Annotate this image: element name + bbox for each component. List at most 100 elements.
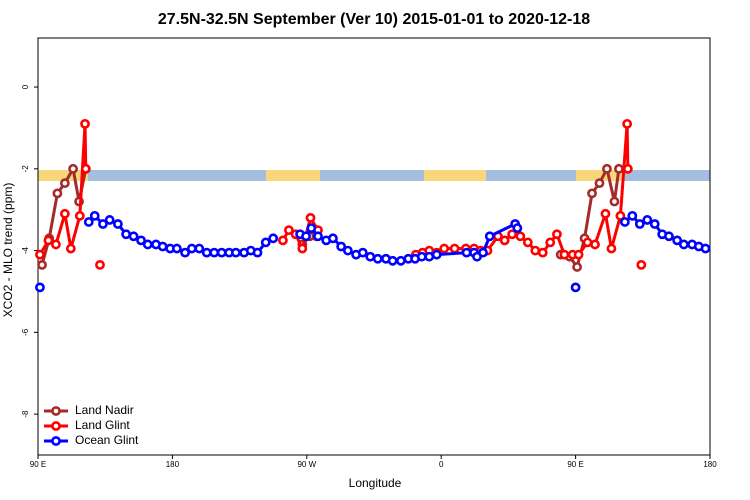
point: [357, 247, 368, 258]
legend-label: Ocean Glint: [75, 433, 139, 447]
point: [582, 237, 593, 248]
point: [95, 259, 105, 270]
point: [216, 247, 227, 258]
point: [268, 233, 279, 244]
point: [507, 229, 518, 240]
point: [614, 163, 624, 174]
point: [672, 235, 683, 246]
point: [559, 249, 570, 260]
point: [313, 231, 323, 242]
x-tick-label: 0: [439, 460, 444, 469]
point: [328, 233, 338, 244]
point: [594, 178, 605, 189]
point: [372, 253, 383, 264]
point: [186, 243, 197, 254]
point: [636, 259, 647, 270]
point: [121, 229, 132, 240]
point: [602, 163, 612, 174]
point: [449, 243, 460, 254]
point: [65, 243, 76, 254]
point: [136, 235, 146, 246]
point: [649, 219, 660, 229]
point: [342, 245, 353, 256]
point: [297, 243, 308, 254]
point: [51, 239, 61, 250]
point: [587, 188, 597, 199]
y-tick-label: -4: [21, 246, 30, 254]
point: [609, 196, 620, 207]
point: [600, 208, 611, 219]
point: [700, 243, 711, 254]
legend-label: Land Glint: [75, 418, 130, 432]
point: [37, 259, 47, 270]
point: [395, 255, 406, 266]
chart-title: 27.5N-32.5N September (Ver 10) 2015-01-0…: [158, 11, 590, 28]
point: [572, 262, 582, 272]
legend-marker: [51, 436, 61, 446]
point: [171, 243, 182, 254]
point: [678, 239, 689, 250]
point: [627, 210, 638, 221]
legend-label: Land Nadir: [75, 403, 134, 417]
x-tick-label: 90 W: [297, 460, 316, 469]
point: [278, 235, 288, 246]
point: [619, 217, 630, 227]
point: [530, 245, 541, 256]
x-tick-label: 90 E: [567, 460, 583, 469]
point: [157, 241, 168, 252]
x-tick-label: 180: [166, 460, 180, 469]
point: [98, 219, 108, 229]
point: [89, 210, 100, 221]
point: [43, 235, 54, 246]
point: [424, 251, 435, 262]
y-tick-label: -8: [21, 410, 30, 418]
point: [570, 282, 581, 293]
point: [52, 188, 63, 199]
point: [80, 118, 90, 129]
point: [301, 231, 311, 242]
point: [606, 243, 617, 254]
point: [180, 247, 190, 258]
point: [260, 237, 271, 248]
point: [80, 163, 91, 174]
point: [142, 239, 153, 250]
point: [104, 215, 115, 225]
legend-marker: [51, 421, 61, 431]
point: [201, 247, 212, 258]
y-tick-label: 0: [21, 84, 30, 89]
point: [112, 219, 123, 229]
point: [642, 215, 653, 225]
point: [515, 231, 526, 242]
point: [128, 231, 139, 242]
map-strip: [38, 170, 710, 181]
point: [59, 178, 70, 189]
point: [573, 249, 584, 260]
point: [622, 118, 633, 129]
point: [416, 251, 427, 262]
point: [35, 282, 45, 293]
point: [590, 239, 600, 250]
y-axis-label: XCO2 - MLO trend (ppm): [1, 183, 15, 318]
point: [512, 223, 523, 234]
point: [537, 247, 548, 258]
point: [209, 247, 220, 258]
point: [634, 219, 645, 229]
point: [59, 208, 70, 219]
point: [306, 223, 317, 234]
point: [622, 163, 633, 174]
point: [74, 210, 85, 221]
x-tick-label: 180: [703, 460, 717, 469]
legend-marker: [51, 406, 61, 416]
point: [283, 225, 294, 236]
x-axis-label: Longitude: [349, 476, 402, 490]
point: [431, 249, 442, 260]
plot-frame: [37, 37, 711, 456]
point: [83, 217, 94, 227]
point: [230, 247, 241, 258]
point: [194, 243, 205, 254]
x-tick-label: 90 E: [30, 460, 46, 469]
point: [522, 237, 533, 248]
